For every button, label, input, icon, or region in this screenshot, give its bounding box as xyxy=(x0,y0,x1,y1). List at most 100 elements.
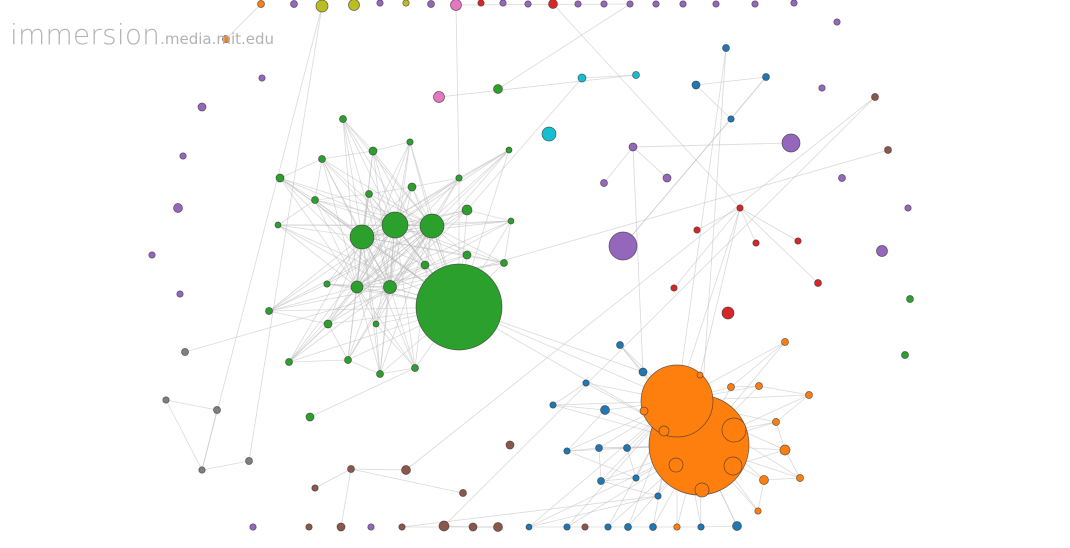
blue-node[interactable] xyxy=(563,523,571,531)
purple-node[interactable] xyxy=(781,133,801,153)
orange-node[interactable] xyxy=(222,35,230,43)
brown-node[interactable] xyxy=(398,523,406,531)
green-node[interactable] xyxy=(462,250,472,260)
blue-node[interactable] xyxy=(654,492,662,500)
orange-node[interactable] xyxy=(772,418,780,426)
blue-node[interactable] xyxy=(691,80,701,90)
cyan-node[interactable] xyxy=(632,71,640,79)
red-node[interactable] xyxy=(693,226,701,234)
orange-node[interactable] xyxy=(668,457,684,473)
green-node[interactable] xyxy=(381,211,409,239)
blue-node[interactable] xyxy=(595,444,603,452)
red-node[interactable] xyxy=(721,306,735,320)
red-node[interactable] xyxy=(794,237,802,245)
green-node[interactable] xyxy=(323,280,331,288)
brown-node[interactable] xyxy=(884,146,892,154)
green-node[interactable] xyxy=(507,217,515,225)
olive-node[interactable] xyxy=(315,0,329,13)
purple-node[interactable] xyxy=(524,0,532,8)
purple-node[interactable] xyxy=(176,290,184,298)
gray-node[interactable] xyxy=(198,466,206,474)
orange-node-hub[interactable] xyxy=(640,364,714,438)
olive-node[interactable] xyxy=(402,0,410,7)
purple-node[interactable] xyxy=(574,0,582,8)
green-node[interactable] xyxy=(368,146,378,156)
green-node[interactable] xyxy=(285,358,293,366)
orange-node[interactable] xyxy=(759,475,769,485)
gray-node[interactable] xyxy=(213,406,221,414)
brown-node[interactable] xyxy=(311,484,319,492)
purple-node[interactable] xyxy=(838,174,846,182)
purple-node[interactable] xyxy=(652,0,660,8)
purple-node[interactable] xyxy=(179,152,187,160)
graph-nodes[interactable] xyxy=(148,0,914,532)
purple-node[interactable] xyxy=(904,204,912,212)
blue-node[interactable] xyxy=(582,379,590,387)
olive-node[interactable] xyxy=(348,0,360,11)
orange-node[interactable] xyxy=(779,444,791,456)
blue-node[interactable] xyxy=(624,523,632,531)
orange-node[interactable] xyxy=(727,383,735,391)
purple-node[interactable] xyxy=(427,0,435,8)
orange-node[interactable] xyxy=(673,523,681,531)
gray-node[interactable] xyxy=(245,457,253,465)
blue-node[interactable] xyxy=(549,401,557,409)
purple-node[interactable] xyxy=(751,0,759,8)
green-node[interactable] xyxy=(265,307,273,315)
orange-node[interactable] xyxy=(796,474,804,482)
blue-node[interactable] xyxy=(623,444,631,452)
orange-node[interactable] xyxy=(694,482,710,498)
green-node[interactable] xyxy=(493,84,503,94)
purple-node[interactable] xyxy=(712,0,720,8)
purple-node[interactable] xyxy=(818,84,826,92)
purple-node[interactable] xyxy=(376,0,384,7)
green-node[interactable] xyxy=(339,115,347,123)
gray-node[interactable] xyxy=(181,348,189,356)
brown-node[interactable] xyxy=(581,523,589,531)
green-node[interactable] xyxy=(344,356,352,364)
purple-node[interactable] xyxy=(197,102,207,112)
red-node[interactable] xyxy=(736,204,744,212)
green-node[interactable] xyxy=(406,138,414,146)
purple-node[interactable] xyxy=(499,0,507,7)
orange-node[interactable] xyxy=(723,456,743,476)
purple-node[interactable] xyxy=(258,74,266,82)
blue-node[interactable] xyxy=(563,447,571,455)
blue-node[interactable] xyxy=(732,521,742,531)
purple-node[interactable] xyxy=(679,0,687,8)
purple-node[interactable] xyxy=(662,173,672,183)
green-node[interactable] xyxy=(305,412,315,422)
blue-node[interactable] xyxy=(638,367,648,377)
green-node[interactable] xyxy=(906,295,914,303)
green-node[interactable] xyxy=(500,259,508,267)
orange-node[interactable] xyxy=(257,0,265,8)
orange-node[interactable] xyxy=(805,391,813,399)
green-node[interactable] xyxy=(383,280,397,294)
pink-node[interactable] xyxy=(433,91,445,103)
green-node-hub[interactable] xyxy=(415,263,503,351)
purple-node[interactable] xyxy=(626,0,634,8)
blue-node[interactable] xyxy=(649,523,657,531)
red-node[interactable] xyxy=(814,279,822,287)
blue-node[interactable] xyxy=(632,474,640,482)
red-node[interactable] xyxy=(477,0,485,7)
gray-node[interactable] xyxy=(162,396,170,404)
purple-node[interactable] xyxy=(833,18,841,26)
green-node[interactable] xyxy=(411,364,419,372)
blue-node[interactable] xyxy=(604,523,612,531)
blue-node[interactable] xyxy=(727,115,735,123)
brown-node[interactable] xyxy=(468,522,478,532)
purple-node[interactable] xyxy=(608,231,638,261)
green-node[interactable] xyxy=(461,204,473,216)
brown-node[interactable] xyxy=(305,523,313,531)
blue-node[interactable] xyxy=(525,523,533,531)
purple-node[interactable] xyxy=(148,251,156,259)
blue-node[interactable] xyxy=(697,523,705,531)
green-node[interactable] xyxy=(505,146,513,154)
purple-node[interactable] xyxy=(790,0,798,7)
blue-node[interactable] xyxy=(600,405,610,415)
orange-node[interactable] xyxy=(696,371,704,379)
red-node[interactable] xyxy=(752,239,760,247)
green-node[interactable] xyxy=(274,221,282,229)
